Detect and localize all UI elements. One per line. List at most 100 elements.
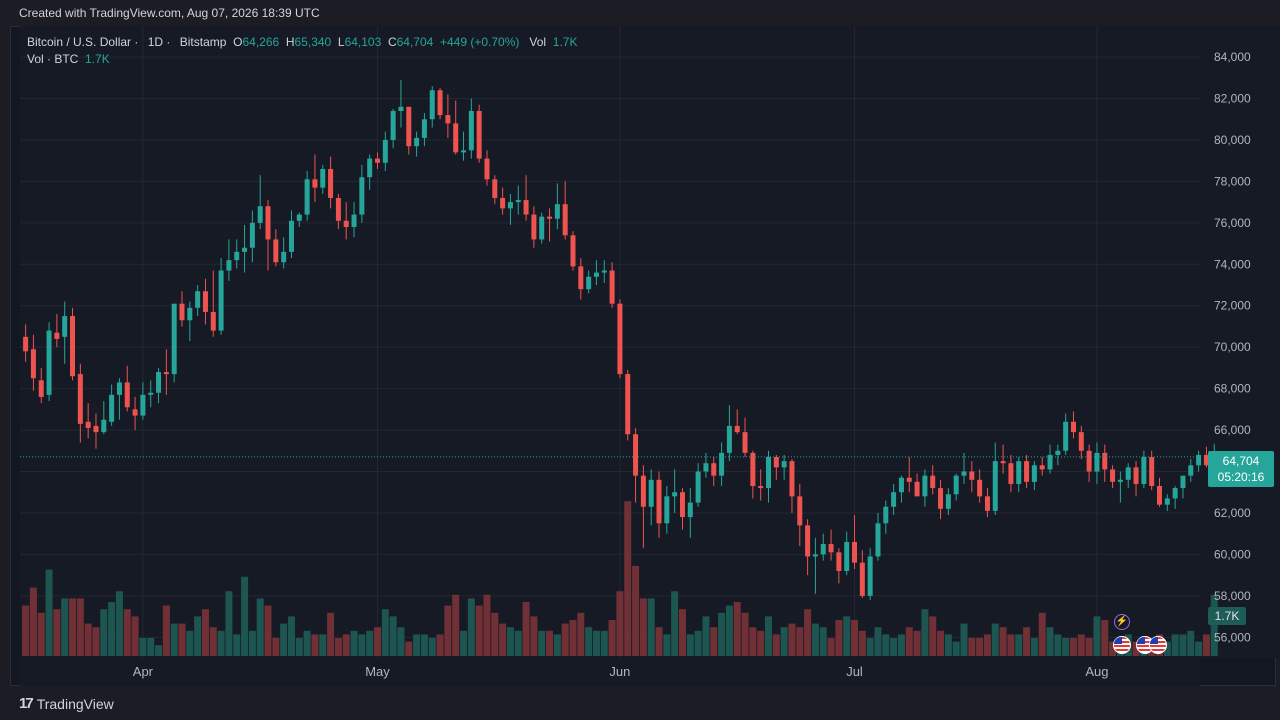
- candle-body: [844, 541, 850, 571]
- candle-body: [719, 452, 725, 476]
- candle-body: [281, 251, 287, 263]
- volume-bar: [960, 623, 968, 656]
- volume-bar: [178, 623, 186, 656]
- volume-bar: [209, 627, 217, 656]
- candle-body: [249, 222, 255, 248]
- candle-body: [116, 382, 122, 395]
- candle-body: [875, 523, 881, 557]
- volume-bar: [147, 638, 155, 656]
- candle-body: [171, 303, 177, 375]
- candle-body: [1086, 450, 1092, 472]
- candle-body: [726, 425, 732, 453]
- candle-body: [797, 496, 803, 526]
- volume-bar: [546, 630, 554, 656]
- candle-body: [1000, 461, 1006, 464]
- price-tick-label: 76,000: [1214, 216, 1251, 230]
- volume-bar: [491, 612, 499, 656]
- candle-body: [304, 179, 310, 215]
- lightning-icon[interactable]: ⚡: [1114, 614, 1130, 630]
- candle-body: [891, 492, 897, 507]
- candle-body: [1180, 475, 1186, 489]
- candle-body: [38, 380, 44, 397]
- volume-bar: [577, 612, 585, 656]
- volume-bar: [882, 634, 890, 656]
- time-axis[interactable]: [20, 658, 1200, 686]
- candle-body: [742, 432, 748, 453]
- time-tick-label: Apr: [133, 664, 154, 679]
- candle-body: [640, 475, 646, 507]
- low-value: 64,103: [344, 35, 382, 49]
- volume-bar: [632, 566, 640, 656]
- volume-bar: [405, 641, 413, 656]
- candle-body: [1117, 479, 1123, 482]
- volume-study-label[interactable]: Vol · BTC: [27, 52, 79, 66]
- candle-body: [1157, 486, 1162, 505]
- candle-body: [922, 475, 928, 497]
- volume-bar: [600, 630, 608, 656]
- us-flag-icon[interactable]: [1113, 636, 1131, 654]
- candle-body: [1188, 465, 1194, 476]
- plot-area[interactable]: [20, 26, 1200, 658]
- volume-bar: [811, 623, 819, 656]
- candle-body: [820, 544, 826, 555]
- volume-bar: [162, 605, 170, 656]
- candle-body: [1031, 465, 1037, 482]
- symbol-name[interactable]: Bitcoin / U.S. Dollar: [27, 35, 132, 49]
- candle-body: [914, 481, 920, 497]
- volume-bar: [115, 591, 123, 656]
- time-tick-label: May: [365, 664, 390, 679]
- volume-bar: [358, 634, 366, 656]
- volume-bar: [499, 623, 507, 656]
- volume-bar: [1077, 634, 1085, 656]
- us-flag-icon[interactable]: [1149, 636, 1167, 654]
- volume-bar: [295, 638, 303, 656]
- close-value: 64,704: [396, 35, 434, 49]
- candle-body: [1133, 467, 1139, 484]
- volume-bar: [647, 598, 655, 656]
- candle-body: [140, 394, 146, 416]
- volume-bar: [913, 630, 921, 656]
- candle-body: [218, 270, 224, 331]
- candle-body: [343, 220, 349, 227]
- volume-bar: [69, 598, 77, 656]
- candle-body: [468, 110, 474, 151]
- candle-body: [265, 206, 271, 240]
- candle-body: [30, 349, 36, 379]
- volume-bar: [264, 605, 272, 656]
- volume-bar: [796, 627, 804, 656]
- candle-body: [507, 202, 513, 209]
- candle-body: [156, 372, 162, 393]
- volume-bar: [131, 616, 139, 656]
- candle-body: [492, 179, 498, 198]
- candle-body: [288, 220, 294, 252]
- volume-bar: [1015, 634, 1023, 656]
- volume-bar: [608, 620, 616, 656]
- price-axis[interactable]: [1200, 26, 1280, 658]
- volume-bar: [76, 598, 84, 656]
- interval[interactable]: 1D: [147, 35, 164, 49]
- candle-body: [1141, 457, 1147, 484]
- volume-bar: [538, 630, 546, 656]
- volume-bar: [100, 609, 108, 656]
- candle-body: [859, 562, 865, 596]
- candle-body: [992, 461, 998, 511]
- volume-bar: [1038, 612, 1046, 656]
- candle-body: [429, 90, 435, 120]
- price-tick-label: 68,000: [1214, 382, 1251, 396]
- volume-bar: [741, 612, 749, 656]
- volume-bar: [694, 630, 702, 656]
- time-tick-label: Jun: [609, 664, 630, 679]
- brand-name: TradingView: [36, 695, 114, 712]
- candle-body: [679, 492, 685, 518]
- volume-bar: [1171, 634, 1179, 656]
- last-price-value: 64,704: [1222, 454, 1260, 468]
- candle-body: [648, 479, 654, 507]
- volume-bar: [937, 630, 945, 656]
- volume-bar: [944, 634, 952, 656]
- legend: Bitcoin / U.S. Dollar · 1D · Bitstamp O6…: [27, 34, 577, 68]
- candle-body: [609, 270, 615, 304]
- tradingview-logo[interactable]: 17 TradingView: [19, 695, 114, 712]
- volume-bar: [827, 638, 835, 656]
- volume-bar: [233, 634, 241, 656]
